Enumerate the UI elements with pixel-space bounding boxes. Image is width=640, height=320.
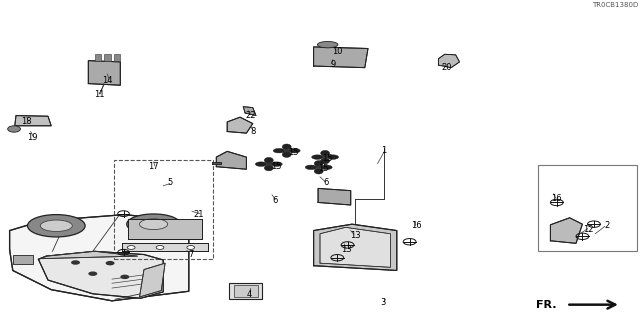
Bar [13, 255, 33, 264]
Text: 4: 4 [247, 290, 252, 299]
Ellipse shape [289, 148, 300, 153]
Polygon shape [128, 220, 202, 238]
Polygon shape [243, 107, 256, 116]
Bar [114, 160, 213, 259]
Ellipse shape [317, 42, 338, 48]
Text: 13: 13 [350, 231, 360, 240]
Ellipse shape [314, 168, 323, 174]
Ellipse shape [282, 144, 291, 150]
Bar [114, 54, 120, 60]
Circle shape [120, 275, 129, 279]
Ellipse shape [312, 155, 323, 159]
Ellipse shape [271, 162, 282, 166]
Polygon shape [88, 60, 120, 85]
Circle shape [322, 156, 328, 159]
Ellipse shape [40, 220, 72, 232]
Ellipse shape [273, 148, 285, 153]
Text: 3: 3 [380, 298, 385, 307]
Polygon shape [38, 251, 163, 298]
Bar [104, 54, 111, 60]
Polygon shape [320, 228, 390, 267]
Polygon shape [212, 162, 221, 164]
Polygon shape [14, 116, 51, 132]
Bar [229, 283, 262, 299]
Ellipse shape [187, 245, 195, 249]
Ellipse shape [156, 245, 164, 249]
Polygon shape [140, 263, 165, 297]
Circle shape [284, 149, 290, 152]
Text: 1: 1 [381, 146, 387, 155]
Text: 22: 22 [246, 111, 256, 120]
Ellipse shape [321, 150, 330, 156]
Text: 8: 8 [250, 127, 255, 136]
Polygon shape [216, 151, 246, 169]
Ellipse shape [314, 161, 323, 166]
Ellipse shape [127, 245, 135, 249]
Circle shape [71, 260, 80, 265]
Text: 16: 16 [552, 194, 562, 203]
Circle shape [316, 166, 322, 169]
Text: 9: 9 [330, 60, 335, 69]
Polygon shape [122, 243, 208, 251]
Text: 20: 20 [442, 63, 452, 72]
Text: 12: 12 [584, 225, 594, 234]
Text: 6: 6 [324, 178, 329, 187]
Polygon shape [314, 47, 368, 68]
Text: 19: 19 [27, 133, 37, 142]
Text: 6: 6 [273, 196, 278, 205]
Polygon shape [550, 218, 582, 243]
Text: 13: 13 [342, 245, 352, 254]
Text: TR0CB1380D: TR0CB1380D [593, 2, 639, 8]
Ellipse shape [264, 157, 273, 163]
Polygon shape [10, 215, 189, 301]
Ellipse shape [282, 152, 291, 157]
Text: 2: 2 [604, 221, 609, 230]
Text: 17: 17 [148, 162, 159, 171]
Bar [95, 54, 101, 60]
Ellipse shape [8, 126, 20, 132]
Text: 11: 11 [94, 90, 104, 99]
Text: 15: 15 [323, 154, 333, 163]
Text: 21: 21 [193, 210, 204, 219]
Ellipse shape [321, 158, 330, 164]
Ellipse shape [28, 215, 85, 237]
Circle shape [266, 163, 272, 166]
Text: 7: 7 [188, 250, 193, 259]
Ellipse shape [140, 219, 168, 230]
Text: 18: 18 [22, 117, 32, 126]
Text: 14: 14 [102, 76, 113, 85]
Ellipse shape [305, 165, 317, 170]
Text: FR.: FR. [536, 300, 557, 310]
Ellipse shape [321, 165, 332, 170]
Polygon shape [227, 117, 253, 133]
Text: 15: 15 [288, 148, 298, 157]
Circle shape [88, 271, 97, 276]
Polygon shape [314, 224, 397, 270]
Ellipse shape [255, 162, 267, 166]
Polygon shape [318, 188, 351, 205]
Text: 16: 16 [411, 221, 421, 230]
Bar [538, 165, 637, 251]
Polygon shape [438, 54, 460, 68]
Text: 5: 5 [167, 178, 172, 187]
Circle shape [106, 261, 115, 265]
Ellipse shape [264, 165, 273, 171]
Bar [234, 285, 258, 297]
Ellipse shape [327, 155, 339, 159]
Text: 15: 15 [271, 162, 282, 171]
Text: 10: 10 [332, 47, 342, 56]
Text: 15: 15 [318, 164, 328, 173]
Polygon shape [40, 251, 138, 259]
Ellipse shape [127, 214, 180, 234]
